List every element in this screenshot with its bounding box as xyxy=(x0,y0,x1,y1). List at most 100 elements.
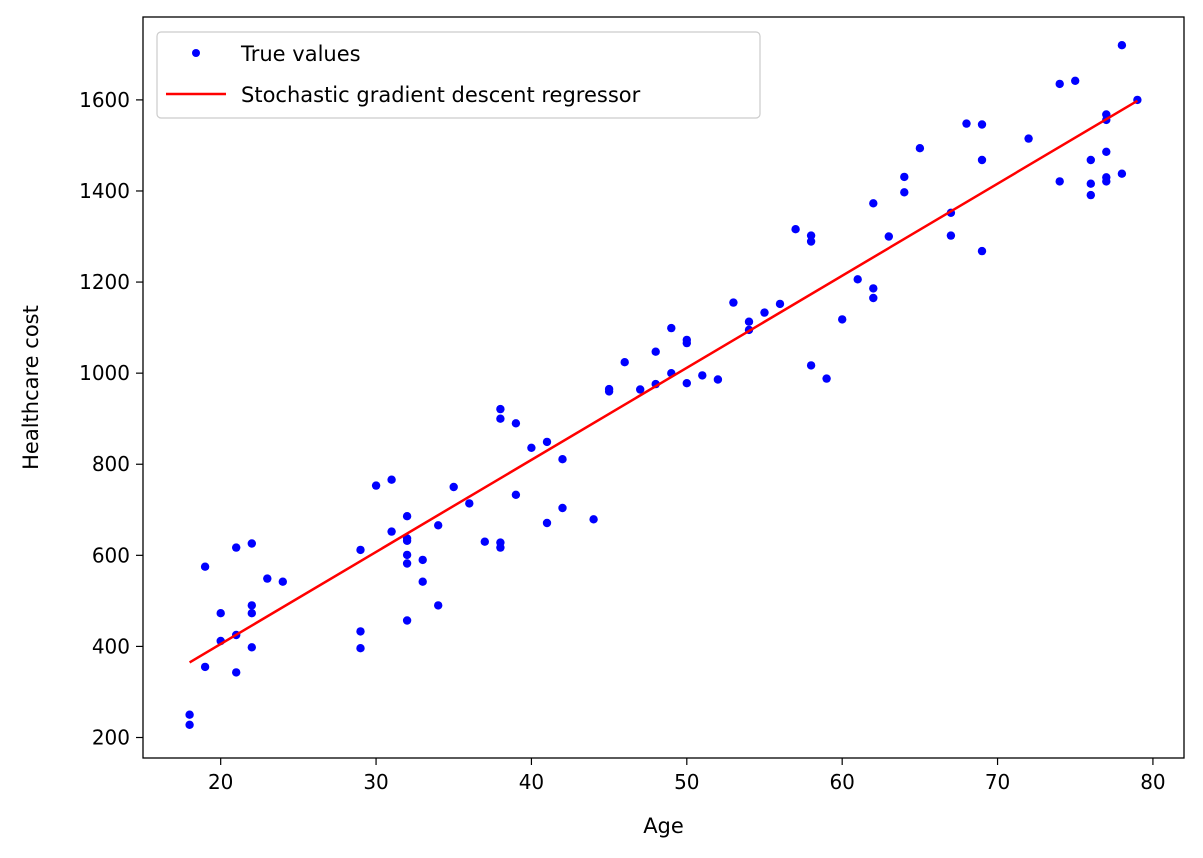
data-point xyxy=(542,437,552,447)
data-point xyxy=(527,443,536,452)
data-point xyxy=(402,616,412,625)
data-point xyxy=(263,574,272,583)
x-tick-label: 70 xyxy=(985,770,1010,794)
data-point xyxy=(480,537,489,546)
data-point xyxy=(946,231,956,240)
data-point xyxy=(977,246,987,256)
data-point xyxy=(185,720,194,729)
data-point xyxy=(200,562,210,571)
x-tick-label: 60 xyxy=(829,770,854,794)
data-point xyxy=(869,199,878,208)
data-point xyxy=(1117,41,1127,50)
data-point xyxy=(713,375,723,384)
data-point xyxy=(775,299,785,309)
data-point xyxy=(682,379,691,388)
y-tick-label: 600 xyxy=(92,543,130,567)
y-tick-label: 1200 xyxy=(79,270,130,294)
data-point xyxy=(232,668,241,677)
data-point xyxy=(1086,179,1096,188)
data-point xyxy=(558,455,567,464)
data-point xyxy=(356,545,365,555)
data-point xyxy=(434,521,443,530)
data-point xyxy=(977,120,987,129)
data-point xyxy=(200,662,210,672)
data-point xyxy=(806,231,816,240)
data-point xyxy=(791,225,800,234)
data-point xyxy=(542,518,552,528)
data-point xyxy=(729,298,738,307)
data-point xyxy=(496,414,505,423)
data-point xyxy=(465,499,474,508)
data-point xyxy=(247,643,256,652)
data-point xyxy=(900,172,909,182)
data-point xyxy=(371,481,381,490)
data-point xyxy=(667,323,676,333)
data-point xyxy=(418,577,427,586)
legend: True values Stochastic gradient descent … xyxy=(156,31,761,119)
data-point xyxy=(1055,79,1064,89)
data-point xyxy=(636,385,645,394)
data-point xyxy=(806,361,816,370)
y-tick-label: 400 xyxy=(92,634,130,658)
legend-label-true-values: True values xyxy=(240,42,361,66)
data-point xyxy=(185,710,194,719)
data-point xyxy=(402,550,412,560)
data-point xyxy=(356,644,365,653)
y-tick-label: 1000 xyxy=(79,361,130,385)
x-tick-label: 30 xyxy=(363,770,388,794)
data-point xyxy=(604,387,614,396)
data-point xyxy=(900,188,909,197)
data-point xyxy=(682,338,691,348)
data-point xyxy=(853,275,862,284)
data-point xyxy=(558,503,567,513)
data-point xyxy=(402,512,412,521)
data-point xyxy=(434,601,443,610)
data-point xyxy=(822,374,831,383)
data-point xyxy=(760,308,769,317)
regression-line xyxy=(188,99,1139,664)
data-point xyxy=(838,315,847,324)
data-point xyxy=(589,515,598,524)
data-point xyxy=(1086,190,1096,200)
y-tick-label: 800 xyxy=(92,452,130,476)
data-point xyxy=(511,419,521,428)
x-tick-label: 40 xyxy=(519,770,544,794)
y-axis-label: Healthcare cost xyxy=(19,305,43,470)
data-point xyxy=(620,358,629,367)
data-point xyxy=(511,490,521,499)
x-axis-label: Age xyxy=(643,814,684,838)
data-point xyxy=(449,482,458,492)
data-point xyxy=(698,371,707,380)
data-point xyxy=(496,404,505,414)
legend-marker-true-values xyxy=(192,49,200,57)
data-point xyxy=(247,539,256,548)
data-point xyxy=(496,543,505,552)
data-point xyxy=(216,609,225,618)
data-point xyxy=(387,527,396,536)
data-point xyxy=(1024,134,1033,143)
data-point xyxy=(1055,177,1064,186)
data-point xyxy=(806,237,816,246)
data-point xyxy=(915,144,925,153)
x-axis: 20 30 40 50 60 70 80 xyxy=(208,758,1166,794)
data-point xyxy=(884,232,893,241)
data-point xyxy=(1102,177,1111,186)
data-point xyxy=(278,577,287,586)
legend-label-regressor: Stochastic gradient descent regressor xyxy=(241,83,641,107)
data-point xyxy=(962,119,971,128)
data-point xyxy=(744,317,754,326)
x-tick-label: 50 xyxy=(674,770,699,794)
data-point xyxy=(869,293,878,303)
data-point xyxy=(977,155,987,165)
data-point xyxy=(232,543,241,552)
legend-box xyxy=(156,31,761,119)
data-point xyxy=(1117,169,1127,178)
data-point xyxy=(1086,155,1096,165)
y-tick-label: 200 xyxy=(92,726,130,750)
plot-frame xyxy=(142,16,1185,759)
y-axis: 200 400 600 800 1000 1200 1400 1600 xyxy=(79,88,143,750)
data-point xyxy=(1102,147,1111,156)
x-tick-label: 20 xyxy=(208,770,233,794)
